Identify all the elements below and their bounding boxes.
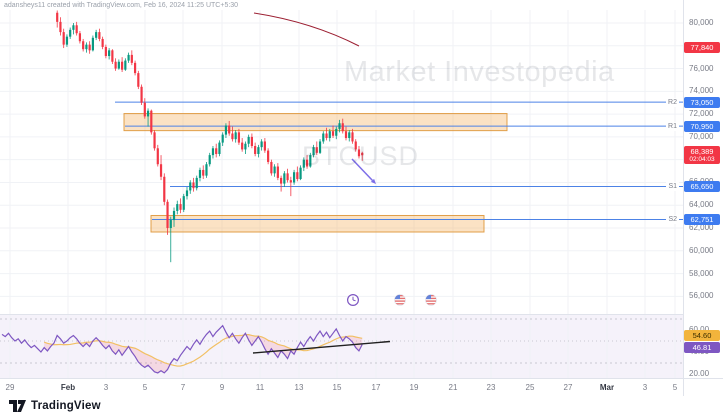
pivot-badge-S2: 62,751 <box>684 213 720 225</box>
time-axis-label: 23 <box>486 383 496 392</box>
pivot-label-R2: R2 <box>666 97 679 107</box>
resistance-zone[interactable] <box>123 113 508 132</box>
time-axis-label: 3 <box>642 383 648 392</box>
time-axis-label: Mar <box>599 383 615 392</box>
tradingview-logo[interactable]: TradingView <box>8 399 101 413</box>
time-axis-label: 5 <box>142 383 148 392</box>
time-axis-separator <box>0 378 723 379</box>
price-axis-label: 72,000 <box>689 109 714 119</box>
time-axis-label: 11 <box>255 383 265 392</box>
time-axis-label: 15 <box>332 383 342 392</box>
pivot-badge-R1: 70,950 <box>684 120 720 132</box>
price-axis-label: 56,000 <box>689 291 714 301</box>
time-axis-label: 25 <box>525 383 535 392</box>
pivot-badge-S1: 65,650 <box>684 180 720 192</box>
pivot-label-S2: S2 <box>666 214 679 224</box>
price-axis-label: 70,000 <box>689 131 714 141</box>
price-axis-label: 64,000 <box>689 200 714 210</box>
price-axis-separator <box>683 0 684 396</box>
time-axis-label: 5 <box>672 383 678 392</box>
us-flag-event-icon[interactable] <box>394 294 406 306</box>
price-axis-label: 60,000 <box>689 245 714 255</box>
time-axis-label: 27 <box>563 383 573 392</box>
time-axis-label: 13 <box>294 383 304 392</box>
chart-grid <box>0 10 683 378</box>
pivot-label-R1: R1 <box>666 121 679 131</box>
pivot-label-S1: S1 <box>666 181 679 191</box>
time-axis-label: 7 <box>180 383 186 392</box>
pane-separator <box>0 314 683 315</box>
time-axis-label: 21 <box>448 383 458 392</box>
level-price-badge: 77,840 <box>684 42 720 54</box>
time-axis-label: 9 <box>219 383 225 392</box>
support-zone[interactable] <box>150 214 485 233</box>
us-flag-event-icon-2[interactable] <box>425 294 437 306</box>
time-axis-label: 19 <box>409 383 419 392</box>
price-axis-label: 62,000 <box>689 223 714 233</box>
price-axis-label: 58,000 <box>689 268 714 278</box>
rsi-trendline-drawing[interactable] <box>252 340 391 354</box>
time-axis-label: 29 <box>5 383 15 392</box>
price-axis-label: 74,000 <box>689 86 714 96</box>
trend-curve-drawing[interactable] <box>253 12 360 47</box>
rsi-value-badge: 46.81 <box>684 342 720 353</box>
price-axis-label: 76,000 <box>689 63 714 73</box>
price-axis-label: 80,000 <box>689 18 714 27</box>
rsi-axis-label: 60.00 <box>689 326 709 334</box>
arrow-drawing[interactable] <box>351 158 376 184</box>
candlestick-series <box>56 10 364 263</box>
time-axis[interactable]: 29 Feb 3 5 7 9 11 13 15 17 19 21 23 25 27 Mar 3 5 <box>0 378 723 396</box>
attribution-text: adansheys11 created with TradingView.com… <box>4 2 239 9</box>
pivot-badge-R2: 73,050 <box>684 96 720 108</box>
time-axis-label: Feb <box>60 383 76 392</box>
time-axis-label: 3 <box>103 383 109 392</box>
tradingview-logo-icon <box>9 400 26 412</box>
last-price-badge: 68,389 02:04:03 <box>684 145 720 164</box>
tradingview-logo-text: TradingView <box>31 400 101 412</box>
supply-demand-zones[interactable] <box>123 113 508 233</box>
rsi-ma-badge: 54.60 <box>684 330 720 342</box>
rsi-indicator <box>1 324 363 374</box>
clock-event-icon[interactable] <box>347 294 360 307</box>
rsi-axis-label: 20.00 <box>689 369 710 378</box>
pivot-level-lines[interactable] <box>115 101 683 220</box>
time-axis-label: 17 <box>371 383 381 392</box>
